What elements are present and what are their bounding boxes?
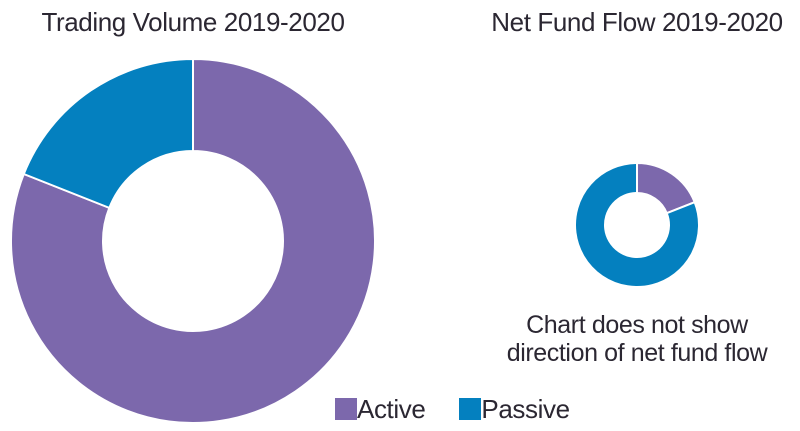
legend-label-active: Active <box>357 394 426 424</box>
legend: Active Passive <box>335 394 570 424</box>
trading-volume-donut <box>10 58 376 424</box>
chart-note: Chart does not show direction of net fun… <box>469 311 800 367</box>
legend-label-passive: Passive <box>481 394 570 424</box>
chart-note-line-2: direction of net fund flow <box>506 339 768 367</box>
legend-swatch-active <box>335 398 357 420</box>
trading-volume-title: Trading Volume 2019-2020 <box>41 7 345 37</box>
legend-item-passive: Passive <box>459 394 570 424</box>
trading-volume-donut-slice-passive <box>22 58 194 209</box>
net-fund-flow-donut-slice-passive <box>574 162 700 288</box>
net-fund-flow-title: Net Fund Flow 2019-2020 <box>491 7 783 37</box>
legend-swatch-passive <box>459 398 482 420</box>
trading-volume-donut-slice-active <box>10 58 376 424</box>
chart-note-line-1: Chart does not show <box>526 311 748 339</box>
legend-item-active: Active <box>335 394 426 424</box>
net-fund-flow-donut <box>574 162 700 288</box>
